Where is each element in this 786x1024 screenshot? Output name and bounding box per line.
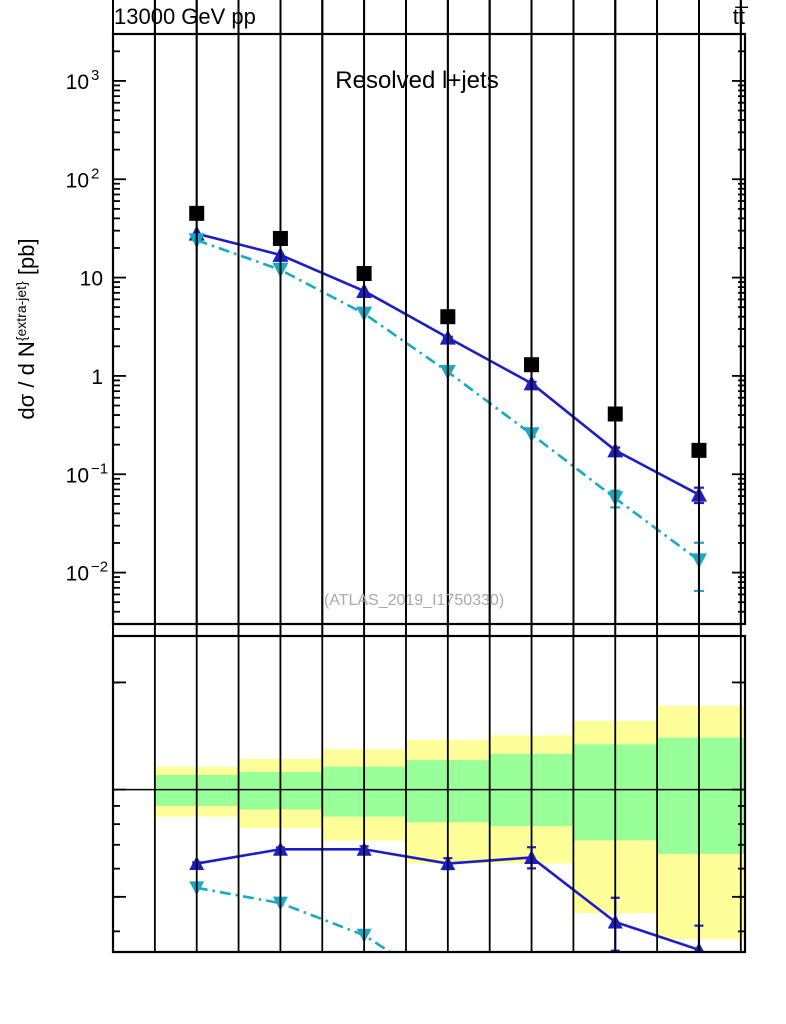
y-tick-label-base: 10 [66, 169, 89, 192]
header-left: 13000 GeV pp [114, 4, 256, 29]
y-tick-label-exponent: 2 [91, 165, 99, 182]
plot-title: Resolved l+jets [335, 67, 498, 94]
left-clip-mask [0, 0, 113, 1024]
right-clip-mask [746, 636, 786, 952]
y-tick-label-base: 10 [66, 563, 89, 586]
header-right: tt̅ [733, 4, 749, 29]
y-tick-label-exponent: −2 [91, 559, 108, 576]
y-tick-label-base: 10 [80, 268, 103, 291]
analysis-watermark: (ATLAS_2019_I1750330) [324, 592, 504, 609]
tick-marks [112, 0, 745, 952]
y-tick-label-main: 10 −2 [66, 559, 108, 586]
band-inner [657, 737, 745, 854]
main-panel-frame [111, 32, 747, 626]
ratio-clip-mask [0, 953, 786, 1024]
y-tick-label-main: 10 −1 [66, 460, 108, 487]
y-tick-label-main: 10 2 [66, 165, 100, 192]
y-tick-label-exponent: 3 [91, 67, 99, 84]
text-layer: 13000 GeV pp tt̅ Resolved l+jets (ATLAS_201… [13, 4, 749, 609]
y-tick-label-main: 1 [91, 366, 103, 389]
y-tick-label-base: 10 [66, 71, 89, 94]
y-tick-label-main: 10 3 [66, 67, 100, 94]
y-tick-label-base: 10 [66, 464, 89, 487]
main-y-axis-title-text: dσ / d N{extra-jet} [pb] [13, 238, 39, 419]
y-tick-label-exponent: −1 [91, 460, 108, 477]
y-tick-label-main: 10 [80, 268, 103, 291]
y-tick-label-base: 1 [91, 366, 103, 389]
main-y-axis-title: dσ / d N{extra-jet} [pb] [13, 238, 39, 419]
